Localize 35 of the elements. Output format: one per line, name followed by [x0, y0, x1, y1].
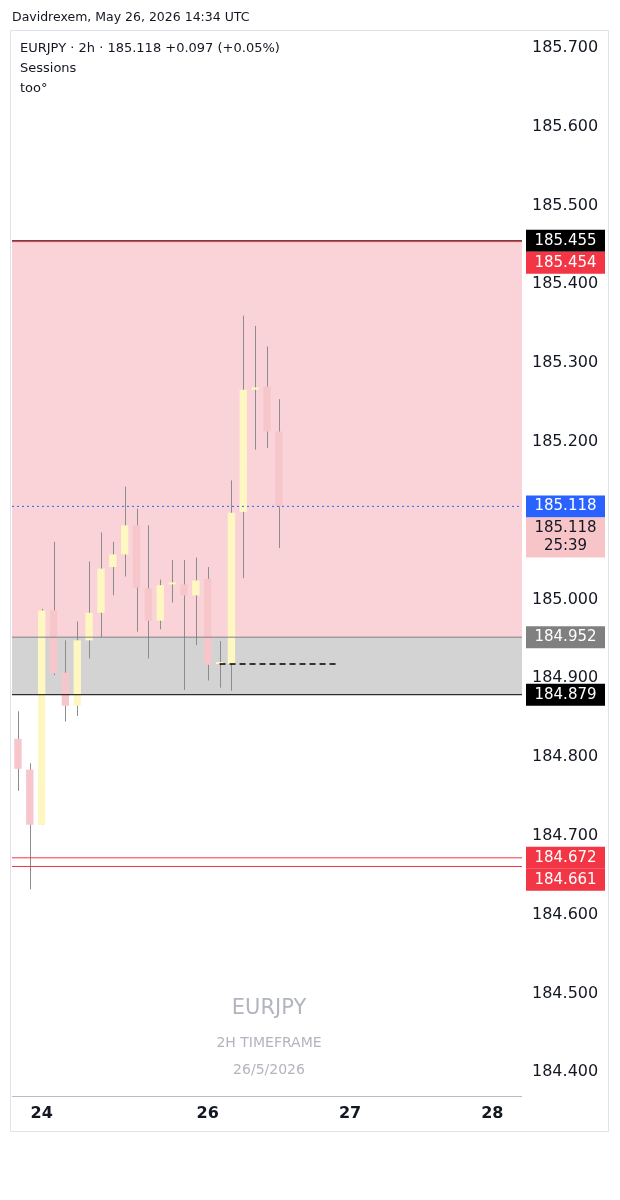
ref-line-label: 185.454 — [534, 252, 597, 271]
text: 185.118 25:39 — [534, 518, 597, 555]
ref-line-label: 185.455 — [534, 230, 597, 249]
x-tick-label: 26 — [196, 1102, 219, 1122]
text: EURJPY · 2h · 185.118 +0.097 (+0.05%) — [20, 40, 280, 55]
y-tick-label: 184.500 — [532, 982, 599, 1002]
candlestick — [109, 541, 117, 596]
y-tick-label: 184.600 — [532, 903, 599, 923]
y-tick-label: 184.900 — [532, 667, 599, 687]
x-tick-label: 27 — [338, 1102, 362, 1122]
y-tick-label: 185.200 — [532, 430, 599, 450]
y-tick-label: 185.700 — [532, 36, 599, 56]
x-tick-label: 24 — [30, 1102, 53, 1122]
ref-line-label: 184.661 — [534, 869, 597, 888]
x-tick-label: 28 — [481, 1102, 504, 1122]
annotation: too° — [20, 80, 48, 95]
y-tick-label: 185.300 — [532, 352, 599, 372]
y-tick-label: 185.600 — [532, 115, 599, 135]
candlestick — [251, 325, 259, 451]
text: Davidrexem, May 26, 2026 14:34 UTC — [12, 9, 250, 24]
annotation: Sessions — [20, 60, 77, 75]
candlestick — [168, 559, 176, 604]
ref-line-label: 184.879 — [534, 684, 597, 703]
y-tick-label: 184.400 — [532, 1061, 599, 1081]
annotation: 2H TIMEFRAME — [216, 1034, 322, 1050]
ref-line-label: 185.118 — [534, 496, 597, 515]
ref-line-label: 184.672 — [534, 847, 597, 866]
y-tick-label: 185.000 — [532, 588, 599, 608]
y-tick-label: 185.400 — [532, 273, 599, 293]
y-tick-label: 185.500 — [532, 194, 599, 214]
ref-line-label: 184.952 — [534, 627, 597, 646]
y-tick-label: 184.700 — [532, 824, 599, 844]
annotation: EURJPY — [231, 995, 307, 1019]
y-tick-label: 184.800 — [532, 746, 599, 766]
annotation: 26/5/2026 — [233, 1061, 305, 1077]
